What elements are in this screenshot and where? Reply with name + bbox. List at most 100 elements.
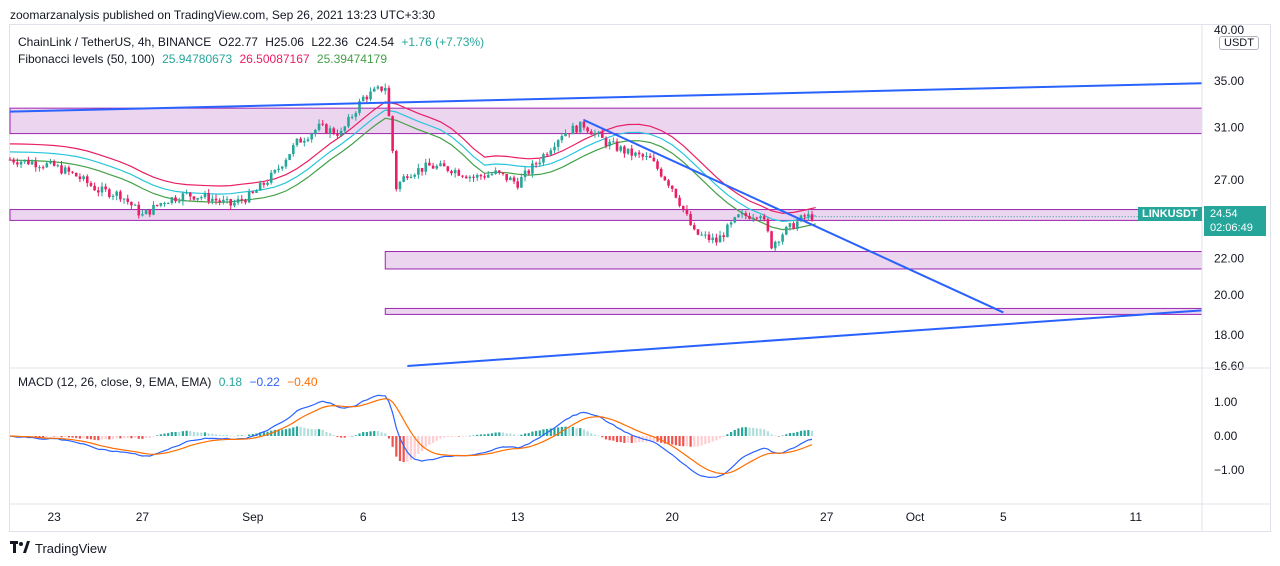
currency-badge[interactable]: USDT: [1219, 36, 1259, 50]
macd-histogram-bar: [100, 436, 104, 440]
candle-body: [82, 176, 85, 180]
candle-body: [413, 174, 416, 177]
macd-histogram-bar: [490, 433, 494, 436]
candle-body: [16, 162, 19, 165]
candle-body: [623, 146, 626, 154]
candle-body: [630, 148, 634, 156]
candle-body: [439, 163, 442, 166]
footer-brand[interactable]: TradingView: [10, 540, 107, 556]
macd-histogram-bar: [531, 431, 534, 436]
candle-body: [531, 163, 534, 174]
macd-histogram-bar: [222, 434, 225, 436]
candle-body: [266, 182, 269, 185]
macd-histogram-bar: [582, 429, 586, 436]
macd-histogram-bar: [229, 435, 232, 437]
macd-histogram-bar: [174, 431, 177, 436]
candle-body: [737, 214, 740, 218]
candle-body: [34, 161, 38, 168]
macd-histogram-bar: [420, 436, 424, 452]
price-tick-label: 20.00: [1214, 288, 1244, 302]
macd-histogram-bar: [67, 436, 70, 438]
macd-histogram-bar: [516, 435, 519, 436]
candle-body: [685, 209, 689, 215]
macd-histogram-bar: [722, 436, 725, 437]
time-tick-label: 6: [360, 510, 367, 524]
macd-histogram-bar: [612, 436, 615, 441]
candle-body: [12, 159, 15, 163]
candle-body: [571, 125, 575, 135]
macd-histogram-bar: [141, 436, 144, 439]
macd-histogram-bar: [693, 436, 696, 447]
candle-body: [715, 237, 718, 243]
candle-body: [347, 116, 350, 127]
time-tick-label: 27: [820, 510, 834, 524]
macd-histogram-bar: [281, 429, 284, 436]
macd-tick-label: 1.00: [1214, 395, 1238, 409]
candle-body: [549, 150, 553, 155]
macd-histogram-bar: [696, 436, 700, 447]
support-resistance-zone: [9, 209, 1203, 221]
symbol-title: ChainLink / TetherUS, 4h, BINANCE: [18, 35, 212, 49]
candle-body: [729, 222, 733, 225]
candle-body: [612, 141, 615, 143]
candle-body: [361, 96, 365, 102]
low-value: L22.36: [311, 35, 349, 49]
candle-body: [486, 174, 490, 178]
macd-histogram-bar: [557, 427, 560, 436]
candle-body: [97, 190, 100, 193]
macd-histogram-bar: [523, 433, 527, 436]
candle-body: [159, 203, 163, 206]
candle-body: [155, 204, 159, 206]
macd-histogram-bar: [803, 430, 806, 436]
macd-histogram-bar: [391, 436, 394, 447]
macd-histogram-bar: [428, 436, 431, 445]
macd-histogram-bar: [45, 436, 48, 437]
macd-signal-value: −0.40: [287, 375, 318, 389]
candle-body: [214, 198, 218, 201]
time-tick-label: 23: [47, 510, 61, 524]
candle-body: [30, 161, 34, 165]
candle-body: [236, 199, 240, 203]
candle-body: [711, 237, 714, 241]
macd-histogram-bar: [446, 436, 449, 438]
candle-body: [693, 225, 696, 230]
macd-histogram-bar: [700, 436, 703, 446]
macd-histogram-bar: [494, 432, 497, 436]
candle-body: [586, 127, 589, 132]
macd-histogram-bar: [604, 436, 608, 440]
macd-histogram-bar: [435, 436, 438, 441]
macd-histogram-bar: [476, 434, 479, 436]
macd-histogram-bar: [262, 432, 265, 436]
macd-histogram-bar: [49, 436, 52, 437]
candle-body: [461, 175, 464, 177]
candle-body: [751, 217, 755, 219]
macd-histogram-bar: [468, 435, 471, 437]
macd-histogram-bar: [752, 427, 755, 436]
candle-body: [402, 176, 405, 182]
candle-body: [468, 176, 472, 179]
macd-histogram-bar: [774, 435, 777, 437]
macd-legend: MACD (12, 26, close, 9, EMA, EMA) 0.18 −…: [18, 375, 322, 389]
candle-body: [251, 191, 255, 193]
candle-body: [619, 146, 623, 151]
candle-body: [317, 123, 321, 130]
macd-histogram-bar: [89, 436, 93, 440]
macd-histogram-bar: [295, 426, 299, 436]
macd-histogram-bar: [417, 436, 420, 454]
macd-signal-line: [9, 397, 813, 475]
candle-body: [435, 165, 439, 169]
candle-body: [446, 166, 450, 171]
macd-histogram-bar: [689, 436, 692, 447]
candle-body: [60, 165, 63, 174]
candle-body: [788, 223, 792, 227]
candle-body: [233, 202, 236, 206]
symbol-price-tag: LINKUSDT: [1138, 207, 1202, 221]
candle-body: [472, 176, 475, 178]
macd-line-value: −0.22: [249, 375, 280, 389]
candle-body: [27, 159, 30, 165]
candle-body: [137, 204, 141, 216]
macd-histogram-bar: [649, 436, 652, 442]
macd-histogram-bar: [156, 435, 159, 436]
candle-body: [41, 167, 45, 169]
